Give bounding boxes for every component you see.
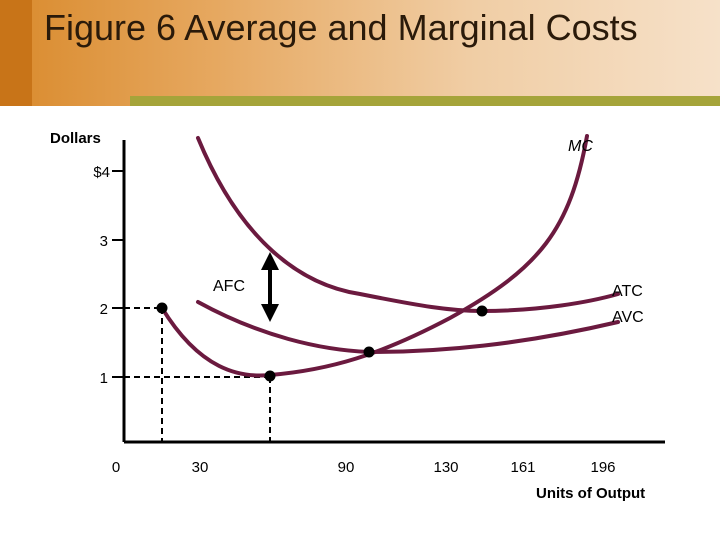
point-mc-start [156,302,168,314]
x-tick-label-90: 90 [338,459,355,476]
afc-arrow [261,252,279,322]
point-avc-min [264,370,276,382]
afc-arrow-head-up [261,252,279,270]
title-band [0,0,720,106]
x-tick-label-130: 130 [433,459,458,476]
x-tick-label-196: 196 [590,459,615,476]
x-tick-label-30: 30 [192,459,209,476]
x-tick-label-0: 0 [112,459,120,476]
y-tick-label-1: 1 [100,370,108,387]
annotation-afc: AFC [213,278,245,295]
series-label-mc: MC [568,138,593,155]
x-axis-label: Units of Output [536,485,645,502]
title-accent-strip [0,0,32,106]
y-tick-label-4: $4 [93,164,110,181]
slide-title: Figure 6 Average and Marginal Costs [44,7,638,48]
afc-arrow-head-down [261,304,279,322]
y-axis-label: Dollars [50,130,101,147]
series-label-avc: AVC [612,309,644,326]
atc-curve [196,136,620,314]
x-tick-label-161: 161 [510,459,535,476]
y-tick-label-3: 3 [100,233,108,250]
point-mc-atc-intersection [476,305,488,317]
title-rule [130,96,720,106]
series-label-atc: ATC [612,283,643,300]
y-tick-label-2: 2 [100,301,108,318]
mc-curve [160,134,589,378]
avc-curve [196,300,620,355]
point-mc-avc-intersection [363,346,375,358]
